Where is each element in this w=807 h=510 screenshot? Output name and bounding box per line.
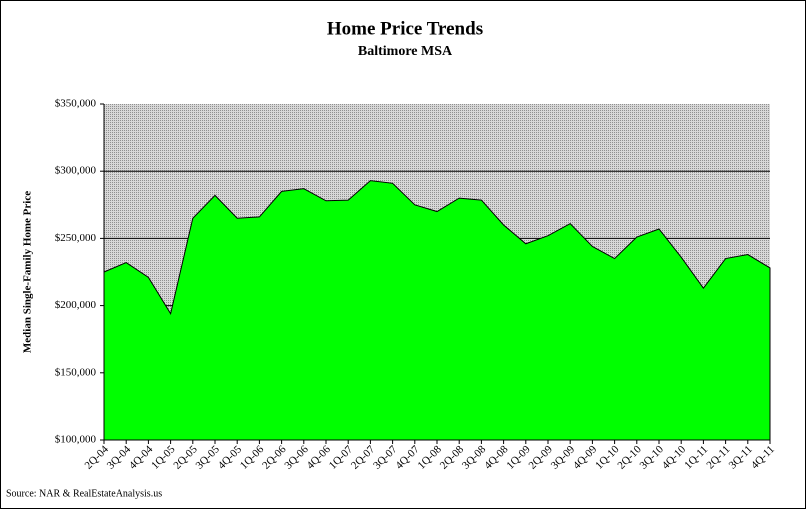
x-tick-label: 2Q-06 bbox=[260, 443, 289, 472]
chart-subtitle: Baltimore MSA bbox=[358, 44, 453, 59]
y-tick-label: $100,000 bbox=[55, 434, 97, 446]
x-tick-label: 3Q-06 bbox=[282, 443, 311, 472]
x-tick-label: 3Q-04 bbox=[105, 443, 134, 472]
x-tick-label: 1Q-11 bbox=[682, 443, 710, 471]
x-tick-label: 4Q-11 bbox=[749, 443, 777, 471]
y-axis-label: Median Single-Family Home Price bbox=[22, 191, 34, 353]
x-tick-label: 2Q-11 bbox=[704, 443, 732, 471]
x-tick-label: 3Q-05 bbox=[194, 443, 223, 472]
x-tick-label: 2Q-08 bbox=[438, 443, 467, 472]
x-tick-label: 4Q-04 bbox=[127, 443, 156, 472]
x-tick-label: 1Q-09 bbox=[504, 443, 533, 472]
x-tick-label: 4Q-09 bbox=[571, 443, 600, 472]
y-tick-label: $200,000 bbox=[55, 299, 97, 311]
x-tick-label: 3Q-07 bbox=[371, 443, 400, 472]
x-tick-label: 3Q-08 bbox=[460, 443, 489, 472]
x-tick-label: 1Q-10 bbox=[593, 443, 622, 472]
source-note: Source: NAR & RealEstateAnalysis.us bbox=[6, 488, 162, 499]
x-tick-label: 2Q-04 bbox=[83, 443, 112, 472]
x-tick-label: 2Q-09 bbox=[527, 443, 556, 472]
x-tick-label: 4Q-08 bbox=[482, 443, 511, 472]
x-tick-label: 1Q-06 bbox=[238, 443, 267, 472]
x-tick-label: 3Q-10 bbox=[638, 443, 667, 472]
x-tick-label: 4Q-05 bbox=[216, 443, 245, 472]
x-tick-label: 2Q-10 bbox=[615, 443, 644, 472]
y-tick-label: $350,000 bbox=[55, 98, 97, 110]
x-tick-label: 3Q-09 bbox=[549, 443, 578, 472]
chart-title: Home Price Trends bbox=[327, 18, 483, 39]
x-tick-label: 2Q-05 bbox=[171, 443, 200, 472]
y-tick-label: $300,000 bbox=[55, 165, 97, 177]
x-tick-label: 4Q-07 bbox=[393, 443, 422, 472]
x-tick-label: 1Q-08 bbox=[416, 443, 445, 472]
x-tick-label: 3Q-11 bbox=[727, 443, 755, 471]
x-tick-label: 2Q-07 bbox=[349, 443, 378, 472]
x-tick-label: 1Q-05 bbox=[149, 443, 178, 472]
x-tick-label: 1Q-07 bbox=[327, 443, 356, 472]
x-tick-label: 4Q-06 bbox=[305, 443, 334, 472]
area bbox=[103, 180, 771, 441]
y-tick-label: $250,000 bbox=[55, 232, 97, 244]
y-tick-label: $150,000 bbox=[55, 366, 97, 378]
x-tick-label: 4Q-10 bbox=[660, 443, 689, 472]
